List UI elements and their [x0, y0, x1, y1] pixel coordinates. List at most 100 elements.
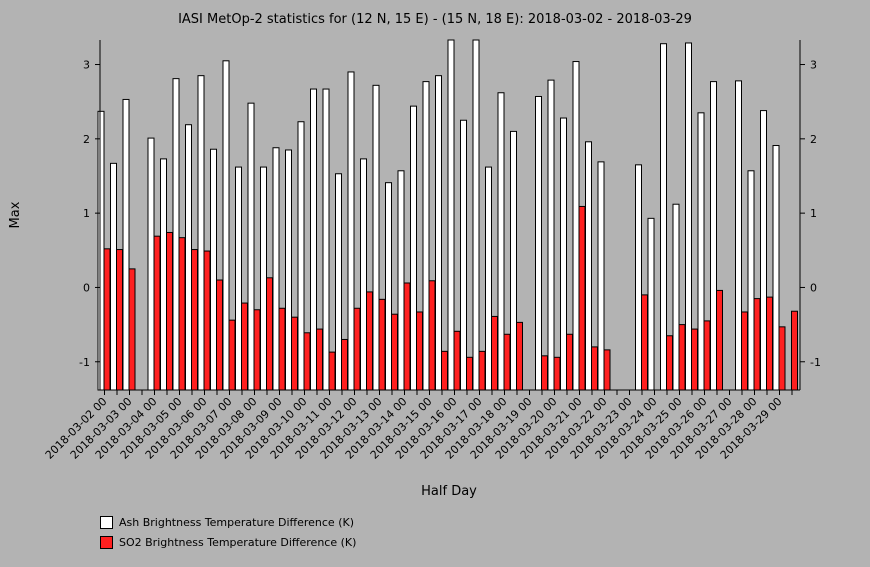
- so2-bar-4: [153, 235, 161, 391]
- so2-bar-5: [166, 231, 173, 391]
- ash-bar-1: [110, 162, 117, 391]
- ash-bar-15: [285, 149, 292, 391]
- ash-bar-52: [747, 170, 755, 391]
- ash-bar-20: [347, 71, 355, 391]
- so2-bar-12: [253, 309, 261, 391]
- so2-bar-2: [128, 268, 136, 391]
- ash-bar-43: [635, 164, 642, 391]
- ash-bar-51: [735, 80, 742, 391]
- ash-bar-29: [460, 119, 467, 391]
- chart-title: IASI MetOp-2 statistics for (12 N, 15 E)…: [178, 12, 692, 27]
- ash-bar-36: [547, 79, 555, 391]
- so2-bar-43: [641, 294, 648, 391]
- ash-bar-22: [372, 84, 380, 391]
- so2-bar-21: [366, 291, 373, 391]
- legend: Ash Brightness Temperature Difference (K…: [100, 512, 356, 552]
- so2-bar-6: [178, 237, 186, 391]
- ash-bar-9: [210, 148, 217, 391]
- so2-bar-17: [316, 328, 323, 391]
- so2-bar-49: [716, 289, 723, 391]
- so2-bar-9: [216, 279, 223, 391]
- ash-bar-0: [97, 110, 105, 391]
- so2-bar-27: [441, 350, 448, 391]
- so2-bar-53: [766, 296, 773, 391]
- so2-bar-22: [378, 298, 386, 391]
- ash-bar-38: [572, 61, 580, 391]
- legend-swatch-ash: [100, 515, 113, 529]
- ash-bar-31: [485, 166, 492, 391]
- ash-bar-35: [535, 95, 542, 391]
- so2-bar-46: [678, 324, 686, 391]
- ash-bar-40: [597, 161, 605, 391]
- so2-bar-20: [353, 307, 361, 391]
- y-tick-label-left--1: -1: [79, 356, 90, 369]
- ash-bar-49: [710, 81, 717, 391]
- ash-bar-25: [410, 105, 417, 391]
- so2-bar-52: [753, 298, 761, 391]
- so2-bar-33: [516, 321, 523, 391]
- ash-bar-13: [260, 166, 267, 391]
- so2-bar-37: [566, 333, 573, 391]
- ash-bar-46: [672, 203, 680, 391]
- so2-bar-30: [478, 350, 486, 391]
- so2-bar-25: [416, 311, 423, 391]
- ash-bar-18: [322, 88, 330, 391]
- so2-bar-11: [241, 302, 248, 391]
- so2-bar-48: [703, 320, 711, 391]
- so2-bar-45: [666, 335, 673, 391]
- so2-bar-51: [741, 311, 748, 391]
- ash-bar-27: [435, 75, 442, 391]
- so2-bar-38: [578, 205, 586, 391]
- so2-bar-28: [453, 330, 461, 391]
- so2-bar-54: [778, 326, 786, 391]
- so2-bar-23: [391, 313, 398, 391]
- so2-bar-8: [203, 250, 211, 391]
- ash-bar-2: [122, 98, 130, 391]
- so2-bar-31: [491, 315, 498, 391]
- so2-bar-14: [278, 307, 286, 391]
- so2-bar-32: [503, 333, 511, 391]
- y-tick-label-right-3: 3: [810, 59, 817, 72]
- y-tick-label-right-2: 2: [810, 133, 817, 146]
- y-tick-label-left-1: 1: [83, 207, 90, 220]
- ash-bar-14: [272, 147, 280, 391]
- ash-bar-4: [147, 137, 155, 391]
- ash-bar-53: [760, 110, 767, 391]
- y-tick-label-left-2: 2: [83, 133, 90, 146]
- ash-bar-19: [335, 173, 342, 391]
- ash-bar-45: [660, 43, 667, 391]
- legend-label-so2: SO2 Brightness Temperature Difference (K…: [119, 535, 357, 549]
- so2-bar-16: [303, 332, 311, 391]
- so2-bar-55: [791, 310, 798, 391]
- legend-item-ash: Ash Brightness Temperature Difference (K…: [100, 512, 356, 532]
- ash-bar-6: [172, 78, 180, 391]
- ash-bar-54: [772, 145, 780, 391]
- y-axis-label: Max: [8, 201, 23, 228]
- ash-bar-12: [247, 102, 255, 391]
- so2-bar-40: [603, 349, 611, 391]
- so2-bar-26: [428, 280, 436, 391]
- y-tick-label-right-0: 0: [810, 281, 817, 294]
- y-tick-label-right-1: 1: [810, 207, 817, 220]
- ash-bar-24: [397, 170, 405, 391]
- so2-bar-7: [191, 249, 198, 391]
- so2-bar-24: [403, 282, 411, 391]
- legend-item-so2: SO2 Brightness Temperature Difference (K…: [100, 532, 356, 552]
- ash-bar-10: [222, 60, 230, 391]
- so2-bar-18: [328, 351, 336, 391]
- ash-bar-39: [585, 141, 592, 391]
- ash-bar-47: [685, 42, 692, 391]
- ash-bar-28: [447, 39, 455, 391]
- ash-bar-26: [422, 81, 430, 391]
- so2-bar-0: [103, 248, 111, 391]
- so2-bar-36: [553, 356, 561, 391]
- ash-bar-21: [360, 158, 367, 391]
- ash-bar-7: [185, 124, 192, 391]
- ash-bar-11: [235, 166, 242, 391]
- ash-bar-17: [310, 88, 317, 391]
- ash-bar-5: [160, 158, 167, 391]
- ash-bar-23: [385, 182, 392, 391]
